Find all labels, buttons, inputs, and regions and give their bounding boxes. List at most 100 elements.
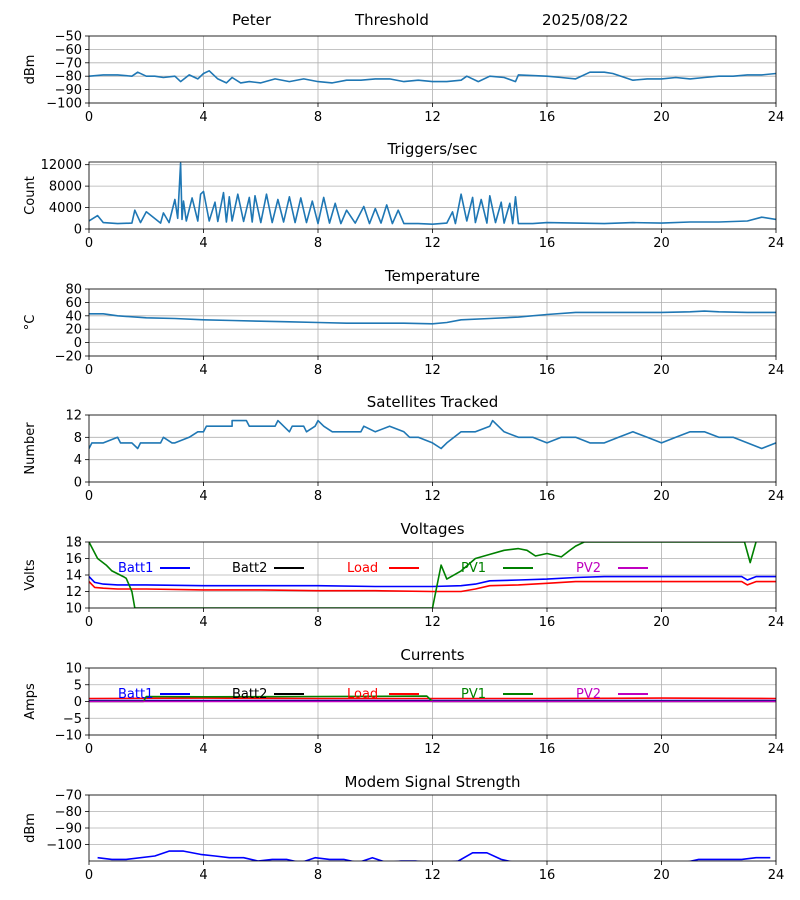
y-tick-label: −80 xyxy=(55,70,82,85)
header-station: Peter xyxy=(232,11,272,29)
x-tick-label: 12 xyxy=(424,363,441,378)
legend-label-pv1: PV1 xyxy=(461,687,486,702)
x-tick-label: 20 xyxy=(653,615,670,630)
y-tick-label: 0 xyxy=(74,476,82,491)
x-tick-label: 0 xyxy=(85,742,93,757)
y-tick-label: −5 xyxy=(63,712,82,727)
y-tick-label: 0 xyxy=(74,695,82,710)
series-line-series xyxy=(97,850,771,861)
y-tick-label: −100 xyxy=(46,838,82,853)
y-tick-label: 10 xyxy=(65,662,82,677)
series-line-batt1 xyxy=(89,575,776,588)
x-tick-label: 8 xyxy=(314,110,322,125)
y-tick-label: 4000 xyxy=(49,201,82,216)
legend-label-load: Load xyxy=(347,561,378,576)
y-axis-label: Number xyxy=(23,422,38,475)
y-tick-label: 40 xyxy=(65,309,82,324)
series-line-series xyxy=(89,70,776,84)
y-tick-label: 12 xyxy=(65,585,82,600)
y-tick-label: −80 xyxy=(55,805,82,820)
y-tick-label: 12000 xyxy=(41,158,82,173)
x-tick-label: 16 xyxy=(539,236,556,251)
x-tick-label: 8 xyxy=(314,615,322,630)
y-axis-label: Volts xyxy=(23,559,38,591)
x-tick-label: 4 xyxy=(199,489,207,504)
header-mode: Threshold xyxy=(355,11,429,29)
chart-title: Triggers/sec xyxy=(387,140,478,158)
x-tick-label: 8 xyxy=(314,236,322,251)
chart-panel-0: 0 4 8 12 16 20 24 −100−90−80−70−60−50 dBm xyxy=(23,30,784,126)
x-tick-label: 8 xyxy=(314,742,322,757)
x-tick-label: 8 xyxy=(314,868,322,883)
series-line-series xyxy=(89,162,776,225)
y-tick-label: −100 xyxy=(46,97,82,112)
x-tick-label: 12 xyxy=(424,236,441,251)
x-tick-label: 20 xyxy=(653,236,670,251)
y-axis-label: Amps xyxy=(23,683,38,720)
y-tick-label: 12 xyxy=(65,409,82,424)
y-axis-label: °C xyxy=(23,315,38,331)
x-tick-label: 4 xyxy=(199,615,207,630)
y-tick-label: 80 xyxy=(65,283,82,298)
y-tick-label: −90 xyxy=(55,822,82,837)
y-tick-label: −90 xyxy=(55,83,82,98)
chart-title: Modem Signal Strength xyxy=(345,773,521,791)
legend-label-pv2: PV2 xyxy=(576,561,601,576)
chart-panel-6: 0 4 8 12 16 20 24 −100−90 −80−70 Modem Signal Str… xyxy=(23,773,784,883)
x-tick-label: 16 xyxy=(539,615,556,630)
y-axis-label: dBm xyxy=(23,813,38,843)
x-tick-label: 8 xyxy=(314,489,322,504)
x-tick-label: 12 xyxy=(424,868,441,883)
x-tick-label: 0 xyxy=(85,615,93,630)
x-tick-label: 4 xyxy=(199,363,207,378)
x-tick-label: 0 xyxy=(85,236,93,251)
x-tick-label: 8 xyxy=(314,363,322,378)
y-tick-label: −50 xyxy=(55,30,82,45)
legend-label-load: Load xyxy=(347,687,378,702)
header-date: 2025/08/22 xyxy=(542,11,629,29)
y-tick-label: 0 xyxy=(74,336,82,351)
x-tick-label: 12 xyxy=(424,742,441,757)
y-axis-label: dBm xyxy=(23,55,38,85)
legend-label-batt1: Batt1 xyxy=(118,561,153,576)
y-tick-label: 16 xyxy=(65,552,82,567)
x-tick-label: 24 xyxy=(768,868,785,883)
y-tick-label: 10 xyxy=(65,602,82,617)
y-tick-label: 0 xyxy=(74,223,82,238)
legend-label-pv2: PV2 xyxy=(576,687,601,702)
y-tick-label: 8 xyxy=(74,431,82,446)
y-tick-label: −70 xyxy=(55,789,82,804)
x-tick-label: 4 xyxy=(199,236,207,251)
legend-label-batt2: Batt2 xyxy=(232,561,267,576)
series-line-load xyxy=(89,580,776,593)
x-tick-label: 4 xyxy=(199,868,207,883)
legend-label-batt2: Batt2 xyxy=(232,687,267,702)
y-tick-label: 20 xyxy=(65,323,82,338)
y-tick-label: 18 xyxy=(65,536,82,551)
y-tick-label: −20 xyxy=(55,350,82,365)
legend-label-pv1: PV1 xyxy=(461,561,486,576)
chart-title: Currents xyxy=(400,646,464,664)
x-tick-label: 24 xyxy=(768,742,785,757)
y-tick-label: 5 xyxy=(74,678,82,693)
x-tick-label: 20 xyxy=(653,868,670,883)
legend-label-batt1: Batt1 xyxy=(118,687,153,702)
x-tick-label: 4 xyxy=(199,110,207,125)
x-tick-label: 12 xyxy=(424,489,441,504)
x-tick-label: 16 xyxy=(539,489,556,504)
x-tick-label: 0 xyxy=(85,489,93,504)
x-tick-label: 20 xyxy=(653,363,670,378)
y-tick-label: −60 xyxy=(55,43,82,58)
series-line-pv1 xyxy=(89,695,776,703)
y-tick-label: 4 xyxy=(74,453,82,468)
chart-title: Voltages xyxy=(400,520,464,538)
x-tick-label: 24 xyxy=(768,489,785,504)
x-tick-label: 4 xyxy=(199,742,207,757)
x-tick-label: 24 xyxy=(768,615,785,630)
y-tick-label: 60 xyxy=(65,296,82,311)
x-tick-label: 0 xyxy=(85,110,93,125)
chart-panel-1: 0 4 8 12 16 20 24 0 4000 8000 12000 Triggers/sec Cou… xyxy=(23,140,784,251)
